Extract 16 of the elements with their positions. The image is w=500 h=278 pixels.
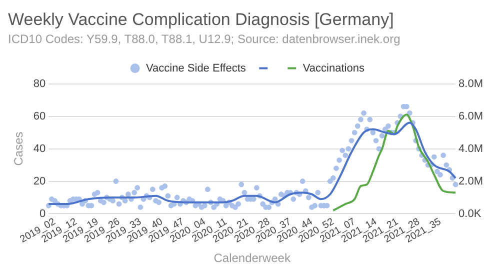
- y-tick-label: 40: [33, 142, 46, 155]
- chart-title: Weekly Vaccine Complication Diagnosis [Germany]: [8, 10, 394, 29]
- y-tick-label: 80: [33, 78, 46, 90]
- y-tick-label: 60: [33, 110, 46, 122]
- chart-subtitle: ICD10 Codes: Y59.9, T88.0, T88.1, U12.9; Source: datenbrowser.inek.org: [8, 32, 400, 46]
- y2-tick-label: 4.0M: [458, 142, 484, 155]
- legend-label: Vaccinations: [302, 62, 365, 74]
- legend-label: Vaccine Side Effects: [146, 62, 246, 74]
- y2-tick-label: 2.0M: [458, 175, 484, 188]
- x-axis-title: Calenderweek: [214, 251, 292, 266]
- y-axis-title: Cases: [12, 132, 26, 166]
- y-tick-label: 20: [33, 175, 46, 188]
- y2-tick-label: 6.0M: [458, 110, 484, 122]
- y2-tick-label: 8.0M: [458, 78, 484, 90]
- y2-tick-label: 0.0K: [458, 208, 482, 220]
- y-tick-label: 0: [40, 208, 46, 220]
